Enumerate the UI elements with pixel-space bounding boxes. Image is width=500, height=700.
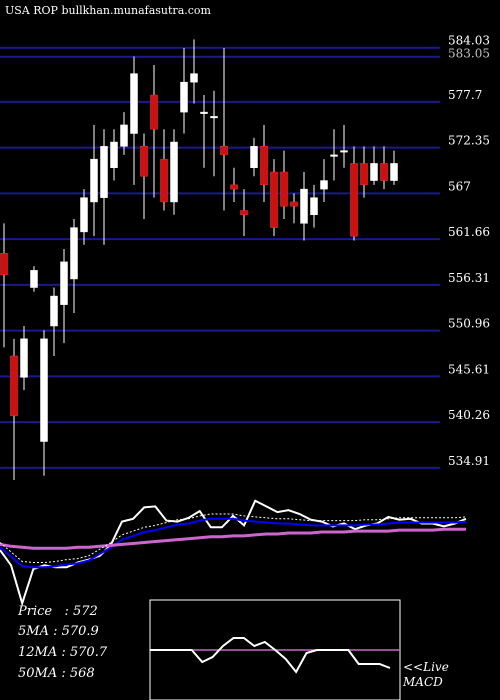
candle-bull [330,154,338,157]
candle-bull [20,338,28,378]
y-tick-label: 584.03 [448,34,490,48]
candle-bull [90,158,98,203]
candle-bear [140,146,148,177]
ma-slow-line [0,527,466,550]
y-tick-label: 550.96 [448,317,490,331]
candle-bull [190,73,198,83]
y-tick-label: 540.26 [448,408,490,422]
candle-bull [300,188,308,224]
ma-fast-line [0,517,467,569]
y-tick-label: 567 [448,179,471,193]
candle-bull [120,124,128,147]
candle-bull [200,111,208,114]
price-axis: 584.03 577.7 572.35 567 561.66 556.31 550.96 54… [448,34,490,468]
y-tick-label: 545.61 [448,362,490,376]
candle-bear [280,171,288,207]
candle-bull [80,197,88,233]
candle-bull [390,163,398,181]
moving-average-panel [0,499,467,607]
candle-bull [70,227,78,280]
candle-bear [290,201,298,207]
candle-bull [50,295,58,327]
y-tick-label: 561.66 [448,225,490,239]
candle-bull [180,81,188,113]
candle-bull [320,180,328,190]
candle-bear [160,158,168,203]
candle-bull [370,163,378,181]
candle-bear [10,355,18,417]
candle-bear [0,253,8,275]
candle-bear [360,163,368,186]
candle-bull [210,116,218,119]
stat-12ma: 12MA : 570.7 [18,645,108,660]
candle-bear [350,163,358,237]
y-tick-label: 556.31 [448,271,490,285]
y-tick-label: 572.35 [448,134,490,148]
candle-bull [40,338,48,442]
candle-bull [60,261,68,305]
stat-price: Price : 572 [18,604,98,619]
candle-bull [110,141,118,168]
ma-signal-line [0,513,467,563]
candle-bear [260,146,268,186]
y-tick-label: 577.7 [448,88,482,102]
candle-bull [100,146,108,198]
candle-bear [240,210,248,216]
candle-bull [30,270,38,288]
y-tick-label: 583.05 [448,47,490,61]
ma-price-line [0,499,467,607]
macd-label: MACD [403,675,443,689]
live-macd-label[interactable]: <<Live MACD [403,660,449,690]
candle-bear [270,171,278,228]
candle-bear [380,163,388,181]
price-grid [0,46,440,469]
candle-bull [250,146,258,168]
candle-bull [340,150,348,153]
stat-50ma: 50MA : 568 [18,666,95,681]
candle-bull [130,73,138,134]
macd-line [150,637,391,674]
live-label: <<Live [403,660,449,674]
candle-bull [170,141,178,203]
candle-bull [310,197,318,216]
candle-bear [150,94,158,130]
stat-5ma: 5MA : 570.9 [18,624,99,639]
watermark: USA ROP bullkhan.munafasutra.com [5,4,211,17]
candlestick-series [0,39,398,480]
candle-bear [220,146,228,156]
candle-bear [230,184,238,190]
macd-panel [149,599,401,700]
y-tick-label: 534.91 [448,454,490,468]
